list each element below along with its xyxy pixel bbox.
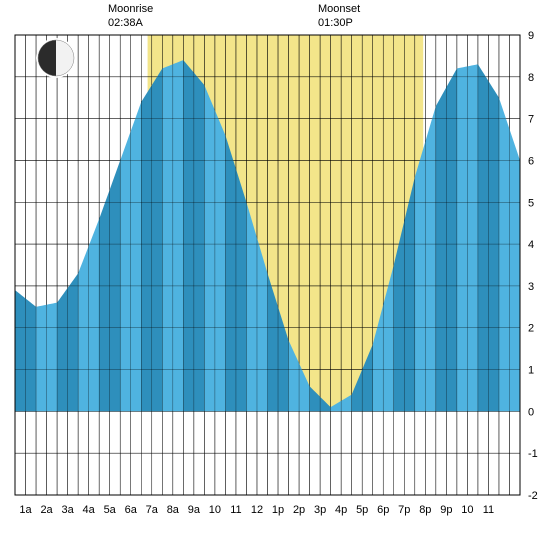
y-tick-label: -2 — [528, 490, 538, 502]
y-tick-label: 2 — [528, 323, 534, 335]
moonrise-time: 02:38A — [108, 17, 144, 29]
x-tick-label: 5p — [356, 504, 368, 516]
x-tick-label: 3a — [61, 504, 74, 516]
y-tick-label: 4 — [528, 239, 534, 251]
x-tick-label: 7p — [398, 504, 410, 516]
y-tick-label: -1 — [528, 448, 538, 460]
x-tick-label: 9p — [440, 504, 452, 516]
x-tick-label: 6p — [377, 504, 389, 516]
x-tick-label: 2a — [40, 504, 53, 516]
x-tick-label: 9a — [188, 504, 201, 516]
x-tick-label: 7a — [146, 504, 159, 516]
y-tick-label: 9 — [528, 30, 534, 42]
x-tick-label: 8a — [167, 504, 180, 516]
moonset-time: 01:30P — [318, 17, 353, 29]
x-tick-label: 8p — [419, 504, 431, 516]
chart-svg: -2-101234567891a2a3a4a5a6a7a8a9a1011121p… — [0, 0, 550, 550]
x-tick-label: 11 — [230, 504, 241, 516]
x-tick-label: 10 — [461, 504, 473, 516]
x-tick-label: 1a — [19, 504, 32, 516]
y-tick-label: 6 — [528, 155, 534, 167]
y-tick-label: 7 — [528, 114, 534, 126]
x-tick-label: 2p — [293, 504, 305, 516]
moonrise-title: Moonrise — [108, 3, 153, 15]
moonset-title: Moonset — [318, 3, 360, 15]
x-tick-label: 4p — [335, 504, 347, 516]
y-tick-label: 3 — [528, 281, 534, 293]
x-tick-label: 6a — [125, 504, 138, 516]
x-tick-label: 5a — [104, 504, 117, 516]
x-tick-label: 12 — [251, 504, 263, 516]
y-tick-label: 5 — [528, 197, 534, 209]
tide-chart: -2-101234567891a2a3a4a5a6a7a8a9a1011121p… — [0, 0, 550, 550]
y-tick-label: 0 — [528, 406, 534, 418]
y-tick-label: 1 — [528, 365, 534, 377]
x-tick-label: 4a — [83, 504, 96, 516]
y-tick-label: 8 — [528, 72, 534, 84]
x-tick-label: 11 — [483, 504, 494, 516]
x-tick-label: 3p — [314, 504, 326, 516]
x-tick-label: 1p — [272, 504, 284, 516]
moon-phase-icon — [36, 38, 76, 78]
x-tick-label: 10 — [209, 504, 221, 516]
